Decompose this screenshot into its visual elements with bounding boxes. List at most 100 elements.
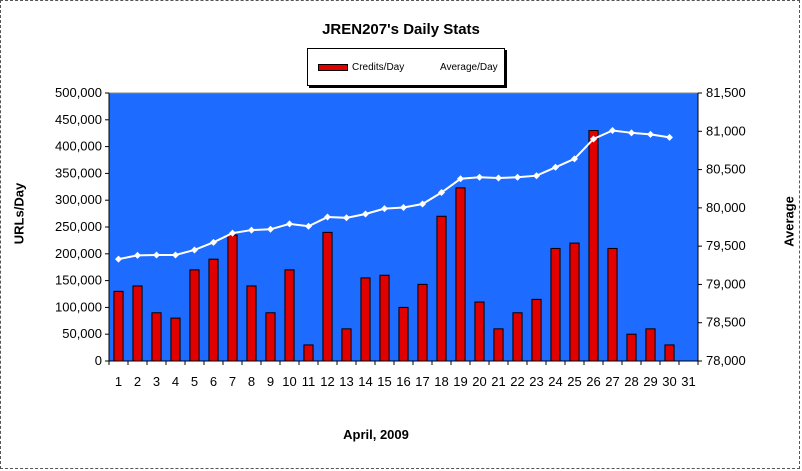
point-average-day [609,127,616,135]
x-tick-label: 24 [548,374,562,389]
legend-item-average: Average/Day [408,62,498,73]
x-tick-label: 19 [453,374,467,389]
x-tick-label: 21 [491,374,505,389]
bar-credits-day [626,333,637,362]
bar-credits-day [322,231,333,362]
bar-credits-day [607,247,618,362]
x-tick-label: 11 [302,374,316,389]
bar-credits-day [417,283,428,362]
x-tick-label: 10 [282,374,296,389]
x-tick-label: 26 [586,374,600,389]
x-tick-label: 29 [643,374,657,389]
bar-credits-day [436,215,447,362]
x-tick-label: 7 [229,374,236,389]
point-average-day [647,130,654,138]
x-tick-label: 12 [320,374,334,389]
y-tick-label-right: 78,000 [706,353,746,368]
point-average-day [267,225,274,233]
point-average-day [495,174,502,182]
point-average-day [191,246,198,254]
bar-credits-day [588,130,599,362]
bar-credits-day [227,234,238,362]
point-average-day [153,251,160,259]
y-tick-label-left: 250,000 [55,219,102,234]
bar-credits-day [493,328,504,362]
x-tick-label: 5 [191,374,198,389]
point-average-day [514,173,521,181]
y-tick-label-right: 81,500 [706,85,746,100]
x-tick-label: 18 [434,374,448,389]
x-tick-label: 6 [210,374,217,389]
point-average-day [210,238,217,246]
bar-credits-day [303,344,314,362]
y-tick-label-left: 0 [95,353,102,368]
legend: Credits/Day Average/Day [307,48,505,86]
bar-credits-day [379,274,390,362]
x-tick-label: 30 [662,374,676,389]
point-average-day [343,214,350,222]
x-tick-label: 25 [567,374,581,389]
bar-credits-day [113,290,124,362]
y-axis-label-left: URLs/Day [11,182,27,245]
point-average-day [324,213,331,221]
bar-credits-day [208,258,219,362]
y-tick-label-left: 50,000 [62,326,102,341]
y-tick-label-left: 500,000 [55,85,102,100]
x-tick-label: 14 [358,374,372,389]
point-average-day [362,210,369,218]
point-average-day [248,226,255,234]
y-tick-label-left: 350,000 [55,165,102,180]
y-tick-label-right: 78,500 [706,315,746,330]
point-average-day [552,163,559,171]
x-tick-label: 28 [624,374,638,389]
bar-credits-day [151,312,162,362]
bar-credits-day [645,328,656,362]
y-tick-label-right: 81,000 [706,123,746,138]
legend-label-credits: Credits/Day [352,62,405,73]
bar-credits-day [474,301,485,362]
point-average-day [438,189,445,197]
x-tick-label: 3 [153,374,160,389]
y-tick-label-left: 200,000 [55,246,102,261]
point-average-day [571,155,578,163]
point-average-day [533,172,540,180]
point-average-day [590,135,597,143]
x-tick-label: 8 [248,374,255,389]
x-axis-label: April, 2009 [343,427,409,442]
y-tick-label-left: 100,000 [55,299,102,314]
x-tick-label: 23 [529,374,543,389]
x-tick-label: 13 [339,374,353,389]
y-tick-label-right: 79,500 [706,238,746,253]
point-average-day [134,251,141,259]
y-tick-label-left: 150,000 [55,273,102,288]
y-tick-label-right: 79,000 [706,276,746,291]
bar-credits-day [531,298,542,362]
bar-credits-day [360,277,371,362]
line-average-day [118,129,670,261]
point-average-day [305,222,312,230]
bar-credits-day [189,269,200,362]
bar-credits-day [455,187,466,362]
point-average-day [229,229,236,237]
point-average-day [115,255,122,263]
point-average-day [476,173,483,181]
bar-credits-day [265,312,276,362]
bar-credits-day [398,306,409,362]
point-average-day [172,251,179,259]
point-average-day [381,205,388,213]
legend-item-credits: Credits/Day [318,62,404,73]
bar-credits-day [512,312,523,362]
legend-swatch-average [408,65,436,73]
y-tick-label-left: 450,000 [55,112,102,127]
y-tick-label-right: 80,500 [706,162,746,177]
x-tick-label: 2 [134,374,141,389]
y-tick-label-right: 80,000 [706,200,746,215]
legend-swatch-credits [318,64,348,71]
x-tick-label: 20 [472,374,486,389]
bar-credits-day [132,285,143,362]
legend-label-average: Average/Day [440,62,498,73]
bar-credits-day [569,242,580,362]
point-average-day [666,133,673,141]
